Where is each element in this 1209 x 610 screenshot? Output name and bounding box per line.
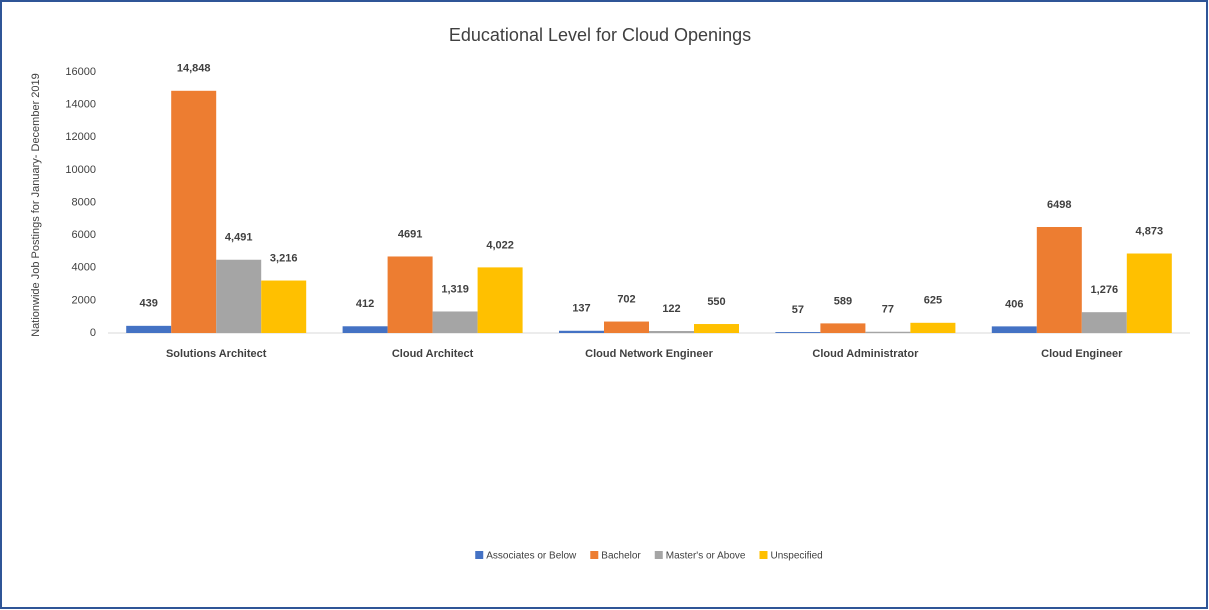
bar bbox=[649, 331, 694, 333]
bar bbox=[342, 326, 388, 333]
bar bbox=[477, 267, 523, 333]
data-label: 4691 bbox=[398, 228, 422, 240]
y-tick-label: 12000 bbox=[65, 131, 96, 143]
chart-title: Educational Level for Cloud Openings bbox=[449, 25, 751, 45]
y-tick-label: 14000 bbox=[65, 99, 96, 111]
y-tick-label: 2000 bbox=[72, 294, 96, 306]
x-tick-label: Cloud Engineer bbox=[1041, 348, 1123, 360]
bar bbox=[1036, 227, 1082, 333]
data-label: 4,022 bbox=[486, 239, 514, 251]
bar bbox=[171, 90, 217, 334]
bar bbox=[604, 321, 649, 333]
legend-label: Master's or Above bbox=[666, 551, 746, 562]
bar bbox=[991, 326, 1037, 333]
bar bbox=[387, 256, 433, 333]
data-label: 14,848 bbox=[177, 63, 211, 75]
data-label: 1,319 bbox=[441, 283, 469, 295]
data-label: 439 bbox=[140, 298, 158, 310]
data-label: 589 bbox=[834, 295, 852, 307]
bar bbox=[694, 324, 739, 333]
bar bbox=[126, 325, 172, 333]
data-label: 6498 bbox=[1047, 199, 1071, 211]
bar bbox=[1126, 253, 1172, 333]
data-label: 3,216 bbox=[270, 252, 298, 264]
legend-swatch bbox=[475, 551, 484, 559]
bar bbox=[865, 331, 911, 333]
legend-swatch bbox=[759, 551, 768, 559]
bar bbox=[432, 311, 478, 333]
data-label: 137 bbox=[572, 303, 590, 315]
y-tick-label: 0 bbox=[90, 327, 96, 339]
data-label: 1,276 bbox=[1091, 284, 1119, 296]
x-tick-label: Cloud Administrator bbox=[812, 348, 919, 360]
data-label: 77 bbox=[882, 304, 894, 316]
y-tick-label: 6000 bbox=[72, 229, 96, 241]
bar bbox=[775, 332, 821, 333]
legend-label: Associates or Below bbox=[486, 551, 577, 562]
bar bbox=[1081, 312, 1127, 333]
data-label: 406 bbox=[1005, 298, 1023, 310]
data-label: 4,491 bbox=[225, 232, 253, 244]
bar bbox=[559, 330, 604, 333]
y-tick-label: 8000 bbox=[72, 196, 96, 208]
data-label: 702 bbox=[617, 293, 635, 305]
data-label: 4,873 bbox=[1136, 225, 1164, 237]
x-tick-label: Cloud Architect bbox=[392, 348, 474, 360]
data-label: 57 bbox=[792, 304, 804, 316]
data-label: 625 bbox=[924, 295, 942, 307]
bar bbox=[261, 280, 307, 333]
data-label: 122 bbox=[662, 303, 680, 315]
x-tick-label: Solutions Architect bbox=[166, 348, 267, 360]
legend-swatch bbox=[590, 551, 599, 559]
legend-swatch bbox=[654, 551, 663, 559]
y-tick-label: 4000 bbox=[72, 262, 96, 274]
legend-label: Bachelor bbox=[601, 551, 641, 562]
y-tick-label: 16000 bbox=[65, 66, 96, 78]
legend-label: Unspecified bbox=[770, 551, 822, 562]
data-label: 550 bbox=[707, 296, 725, 308]
y-tick-label: 10000 bbox=[65, 164, 96, 176]
x-tick-label: Cloud Network Engineer bbox=[585, 348, 713, 360]
y-axis-label: Nationwide Job Postings for January- Dec… bbox=[30, 73, 42, 337]
bar bbox=[910, 322, 956, 333]
bar bbox=[820, 323, 866, 333]
data-label: 412 bbox=[356, 298, 374, 310]
bar bbox=[216, 259, 262, 333]
